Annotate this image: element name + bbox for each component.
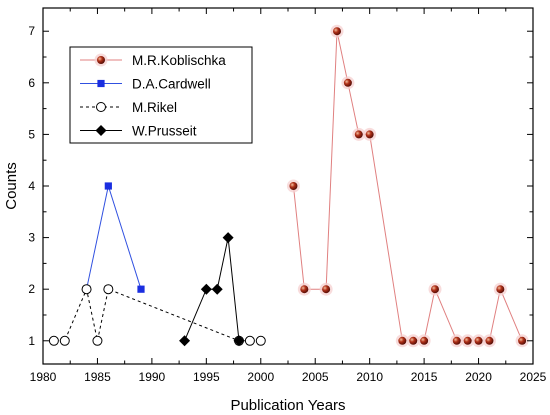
data-point xyxy=(137,285,145,293)
data-point xyxy=(244,335,255,346)
data-point xyxy=(420,336,429,345)
data-point xyxy=(289,182,298,190)
x-tick-label: 2025 xyxy=(520,370,547,384)
x-tick-label: 1995 xyxy=(193,370,220,384)
legend: M.R.Koblischka D.A.Cardwell M.Rikel W.Pruss… xyxy=(69,46,253,144)
y-tick-label: 7 xyxy=(28,24,35,38)
data-point xyxy=(233,335,245,347)
x-tick-label: 1990 xyxy=(139,370,166,384)
series-m-r-koblischka xyxy=(286,24,529,348)
data-point xyxy=(409,336,418,345)
x-tick-label: 2020 xyxy=(465,370,492,384)
legend-marker xyxy=(97,79,105,88)
data-point xyxy=(365,130,374,139)
axes: 1980 1985 1990 1995 2000 2005 2010 2015 2020 2025… xyxy=(28,7,547,384)
data-point xyxy=(322,285,331,294)
data-point xyxy=(48,335,59,346)
data-point xyxy=(518,336,527,345)
data-point xyxy=(222,232,234,244)
y-tick-label: 4 xyxy=(28,179,35,193)
y-tick-label: 6 xyxy=(28,76,35,90)
legend-label: D.A.Cardwell xyxy=(132,77,211,92)
x-tick-label: 1985 xyxy=(84,370,111,384)
x-tick-label: 2010 xyxy=(356,370,383,384)
data-point xyxy=(104,182,112,190)
legend-marker xyxy=(95,125,107,136)
data-point xyxy=(496,285,505,294)
data-point xyxy=(354,130,363,139)
x-tick-label: 2005 xyxy=(302,370,329,384)
plot-area xyxy=(48,24,529,348)
data-point xyxy=(59,335,70,346)
legend-label: M.Rikel xyxy=(132,100,177,115)
legend-marker xyxy=(96,102,106,112)
x-axis-title: Publication Years xyxy=(230,397,345,414)
y-tick-label: 1 xyxy=(28,334,35,348)
data-point xyxy=(452,336,461,345)
data-point xyxy=(92,335,103,346)
y-tick-label: 3 xyxy=(28,231,35,245)
x-tick-label: 2015 xyxy=(411,370,438,384)
data-point xyxy=(255,335,266,346)
data-point xyxy=(211,283,223,295)
series-m-rikel xyxy=(48,284,266,346)
legend-label: W.Prusseit xyxy=(132,124,197,139)
data-point xyxy=(463,336,472,345)
data-point xyxy=(103,284,114,295)
data-point xyxy=(485,336,494,345)
data-point xyxy=(300,285,309,294)
series-w-prusseit xyxy=(179,232,245,347)
data-point xyxy=(474,336,483,345)
legend-label: M.R.Koblischka xyxy=(132,53,226,68)
y-axis-title: Counts xyxy=(3,162,20,210)
series-d-a-cardwell xyxy=(82,182,145,293)
data-point xyxy=(431,285,439,294)
x-tick-label: 2000 xyxy=(247,370,274,384)
data-point xyxy=(200,283,212,295)
data-point xyxy=(179,335,191,347)
legend-marker xyxy=(97,56,105,64)
series-line xyxy=(53,287,261,342)
data-point xyxy=(398,336,407,345)
series-line xyxy=(86,184,142,290)
x-tick-label: 1980 xyxy=(30,370,57,384)
data-point xyxy=(343,78,352,87)
y-tick-label: 5 xyxy=(28,127,35,141)
data-point xyxy=(333,27,341,36)
y-tick-label: 2 xyxy=(28,282,35,296)
data-point xyxy=(81,284,92,295)
